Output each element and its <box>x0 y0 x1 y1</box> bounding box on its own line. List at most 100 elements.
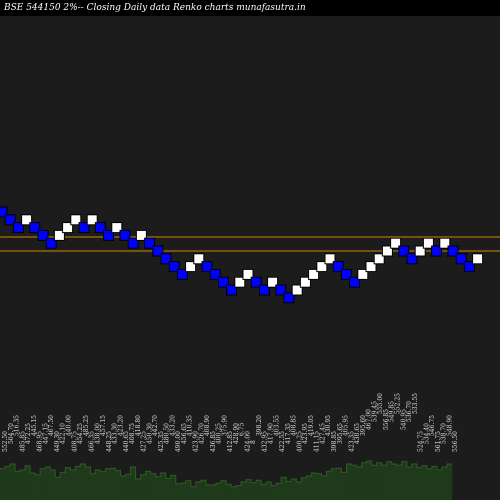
volume-bar <box>231 486 237 500</box>
volume-label: 408.75 <box>129 423 136 444</box>
volume-label: 490.00 <box>175 431 182 452</box>
renko-brick-down <box>176 268 188 280</box>
volume-label: 412.85 <box>227 431 234 452</box>
renko-brick-down <box>447 245 459 257</box>
volume-bar <box>441 467 448 500</box>
volume-label: 405.95 <box>343 415 350 436</box>
renko-brick-down <box>12 222 24 234</box>
volume-bar <box>376 462 382 500</box>
renko-brick-up <box>439 237 451 249</box>
renko-brick-up <box>299 276 311 288</box>
volume-label: 555.00 <box>377 393 384 414</box>
renko-brick-up <box>291 284 303 296</box>
volume-bar <box>90 473 96 500</box>
renko-brick-down <box>37 229 49 241</box>
volume-bar <box>45 467 51 500</box>
volume-label: 556.50 <box>452 431 459 452</box>
volume-edge <box>0 460 452 488</box>
renko-brick-down <box>217 276 229 288</box>
volume-label: 375.90 <box>221 415 228 436</box>
renko-brick-up <box>357 268 369 280</box>
volume-label: 552.50 <box>2 431 9 452</box>
volume-bar <box>65 467 71 500</box>
volume-bar <box>145 471 151 500</box>
volume-labels: 552.50504.70516.35485.85472.25445.15468.… <box>2 393 459 452</box>
volume-bar <box>85 467 91 500</box>
volume-label: 516.35 <box>14 415 21 436</box>
volume-label: 549.85 <box>389 401 396 422</box>
volume-label: 457.15 <box>100 415 107 436</box>
renko-brick-down <box>226 284 238 296</box>
renko-brick-up <box>242 268 254 280</box>
volume-label: 442.70 <box>152 415 159 436</box>
volume-bar <box>251 482 257 500</box>
volume-bar <box>426 468 433 500</box>
volume-bar <box>125 474 131 500</box>
volume-bar <box>446 464 453 500</box>
volume-bar <box>286 481 292 500</box>
renko-brick-down <box>332 261 344 273</box>
renko-brick-down <box>127 237 139 249</box>
renko-brick-up <box>324 253 336 265</box>
volume-bar <box>356 467 362 500</box>
volume-bar <box>185 480 192 500</box>
renko-brick-down <box>455 253 467 265</box>
volume-label: 556.85 <box>383 409 390 430</box>
volume-bar <box>266 482 272 500</box>
volume-label: 468.95 <box>37 431 44 452</box>
renko-brick-down <box>119 229 131 241</box>
renko-brick-up <box>390 237 402 249</box>
volume-bar <box>20 470 26 500</box>
volume-label: 426.70 <box>198 423 205 444</box>
renko-brick-down <box>29 222 41 234</box>
volume-label: 546.75 <box>429 415 436 436</box>
volume-label: 466.35 <box>89 431 96 452</box>
volume-label: 408.85 <box>291 415 298 436</box>
volume-label: 552.25 <box>395 393 402 414</box>
volume-bar <box>396 465 403 500</box>
volume-label: 395.60 <box>360 415 367 436</box>
volume-label: 432.95 <box>262 431 269 452</box>
volume-bar <box>336 468 342 500</box>
renko-brick-up <box>62 222 74 234</box>
volume-label: 423.95 <box>302 423 309 444</box>
volume-bar <box>246 479 252 500</box>
volume-label: 425.35 <box>158 431 165 452</box>
volume-bar <box>80 464 86 500</box>
renko-brick-down <box>152 245 164 257</box>
volume-bar <box>431 466 438 500</box>
volume-bar <box>155 476 162 500</box>
volume-bar <box>0 468 6 500</box>
volume-bar <box>10 464 16 500</box>
volume-bar <box>281 477 287 500</box>
volume-bar <box>120 476 126 500</box>
volume-bar <box>391 464 398 500</box>
volume-label: 422.55 <box>279 431 286 452</box>
volume-label: 538.70 <box>441 423 448 444</box>
volume-bar <box>40 468 46 500</box>
volume-bar <box>140 474 146 500</box>
volume-bar <box>226 484 232 500</box>
volume-label: 539.45 <box>371 401 378 422</box>
volume-label: 524.75 <box>418 431 425 452</box>
volume-label: 448.25 <box>106 431 113 452</box>
volume-label: 533.55 <box>412 393 419 414</box>
volume-bar <box>406 467 413 500</box>
renko-brick-up <box>70 214 82 226</box>
renko-brick-down <box>406 253 418 265</box>
renko-brick-up <box>414 245 426 257</box>
volume-label: 422.10 <box>60 423 67 444</box>
volume-bar <box>361 462 367 500</box>
volume-label: 428.90 <box>233 423 240 444</box>
renko-brick-down <box>144 237 156 249</box>
volume-bar <box>261 484 267 500</box>
volume-label: 398.20 <box>256 415 263 436</box>
volume-bar <box>25 465 31 500</box>
volume-label: 472.25 <box>25 423 32 444</box>
renko-brick-down <box>201 261 213 273</box>
renko-brick-down <box>250 276 262 288</box>
renko-brick-down <box>160 253 172 265</box>
volume-label: 445.15 <box>31 415 38 436</box>
renko-brick-down <box>4 214 16 226</box>
